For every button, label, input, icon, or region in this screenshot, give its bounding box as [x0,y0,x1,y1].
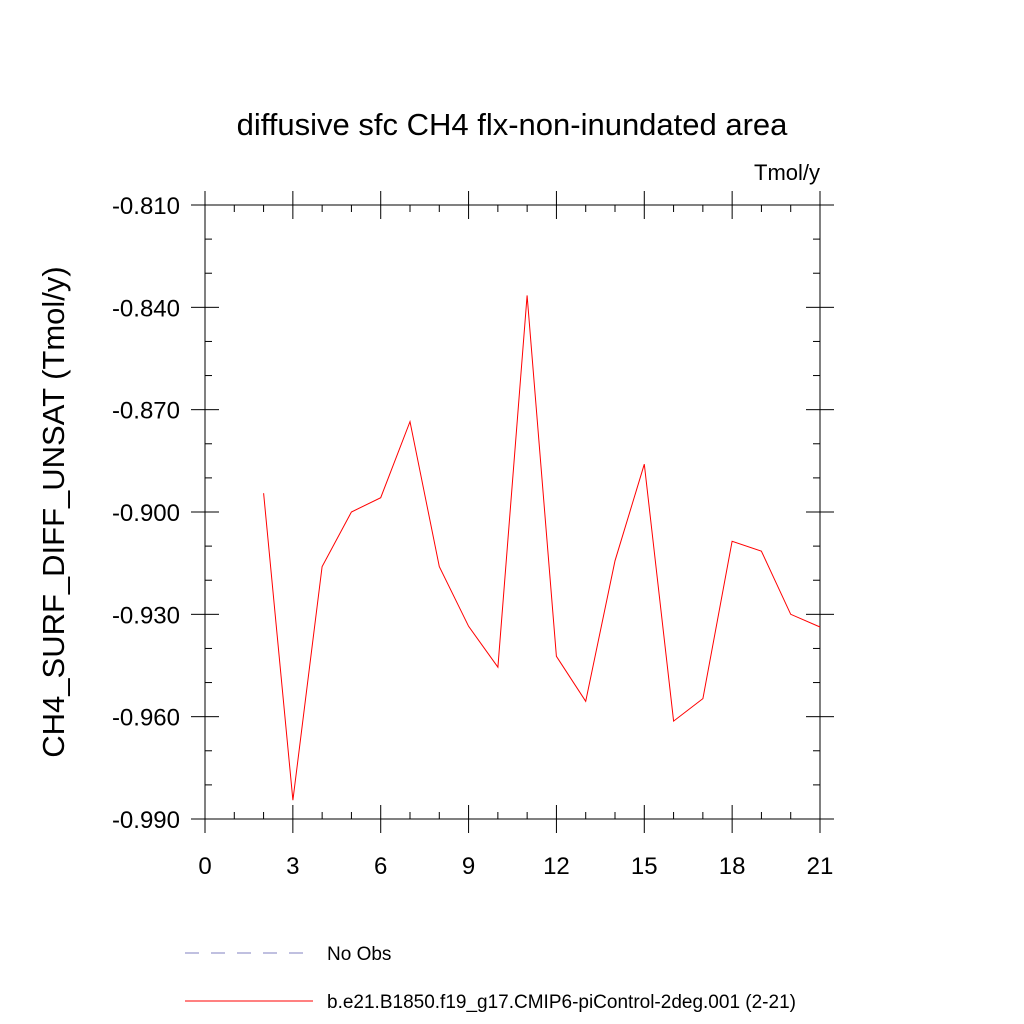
axis-tick-labels: 0 3 6 9 12 15 18 21 -0.990 -0.960 -0.930 -0.900 -0.8… [112,193,833,880]
y-tick-label: -0.870 [112,398,180,425]
legend-label-model: b.e21.B1850.f19_g17.CMIP6-piControl-2deg… [327,992,796,1013]
units-label: Tmol/y [754,160,820,185]
x-tick-label: 15 [631,853,658,880]
y-tick-label: -0.810 [112,193,180,220]
x-tick-label: 9 [462,853,475,880]
x-tick-label: 12 [543,853,570,880]
legend: No Obs b.e21.B1850.f19_g17.CMIP6-piContr… [185,944,796,1013]
y-tick-label: -0.840 [112,295,180,322]
series-line [263,295,821,801]
y-tick-label: -0.930 [112,602,180,629]
x-tick-label: 18 [719,853,746,880]
plot-frame [204,204,821,820]
x-tick-label: 0 [198,853,211,880]
y-tick-label: -0.960 [112,705,180,732]
axis-ticks [191,191,834,833]
series-layer [263,295,821,801]
x-tick-label: 6 [374,853,387,880]
y-tick-label: -0.990 [112,807,180,834]
y-axis-label: CH4_SURF_DIFF_UNSAT (Tmol/y) [36,266,71,757]
x-tick-label: 3 [286,853,299,880]
legend-label-no-obs: No Obs [327,944,391,965]
chart-title: diffusive sfc CH4 flx-non-inundated area [237,107,789,142]
y-tick-label: -0.900 [112,500,180,527]
x-tick-label: 21 [807,853,834,880]
